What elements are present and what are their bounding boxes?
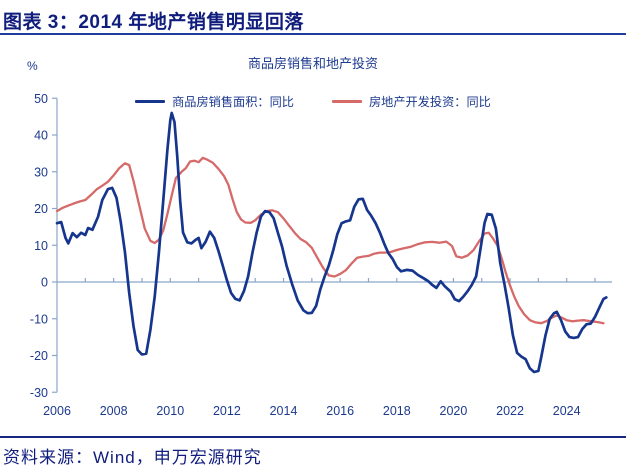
x-tick-label: 2024: [553, 404, 581, 418]
investment-line-series: [55, 156, 605, 325]
footer-rule: [0, 436, 626, 438]
x-tick-label: 2020: [440, 404, 468, 418]
x-tick-label: 2006: [43, 404, 71, 418]
legend-item-investment: 房地产开发投资：同比: [332, 92, 491, 110]
chart-legend: 商品房销售面积：同比 房地产开发投资：同比: [0, 92, 626, 110]
y-tick-label: -10: [30, 312, 48, 326]
y-tick-label: -20: [30, 349, 48, 363]
y-axis-unit-label: %: [27, 59, 38, 73]
y-tick-label: 30: [34, 165, 48, 179]
x-tick-label: 2016: [326, 404, 354, 418]
x-tick-label: 2008: [100, 404, 128, 418]
x-tick-label: 2022: [496, 404, 524, 418]
figure-title: 图表 3：2014 年地产销售明显回落: [3, 12, 304, 33]
source-text: 资料来源：Wind，申万宏源研究: [3, 448, 262, 467]
x-tick-label: 2014: [270, 404, 298, 418]
x-tick-label: 2018: [383, 404, 411, 418]
legend-label-investment: 房地产开发投资：同比: [369, 95, 491, 109]
y-tick-label: 0: [41, 276, 48, 290]
blue-line-swatch: [135, 99, 166, 103]
sales-line-series: [55, 111, 608, 374]
y-tick-label: 50: [34, 92, 48, 106]
y-tick-label: -30: [30, 386, 48, 400]
legend-label-sales: 商品房销售面积：同比: [172, 95, 294, 109]
y-tick-label: 10: [34, 239, 48, 253]
chart-title: 商品房销售和地产投资: [247, 56, 378, 71]
y-tick-label: 40: [34, 129, 48, 143]
y-tick-label: 20: [34, 202, 48, 216]
header-rule: [0, 33, 626, 35]
red-line-swatch: [332, 99, 362, 103]
x-tick-label: 2010: [156, 404, 184, 418]
legend-item-sales: 商品房销售面积：同比: [135, 92, 294, 110]
x-tick-label: 2012: [213, 404, 241, 418]
